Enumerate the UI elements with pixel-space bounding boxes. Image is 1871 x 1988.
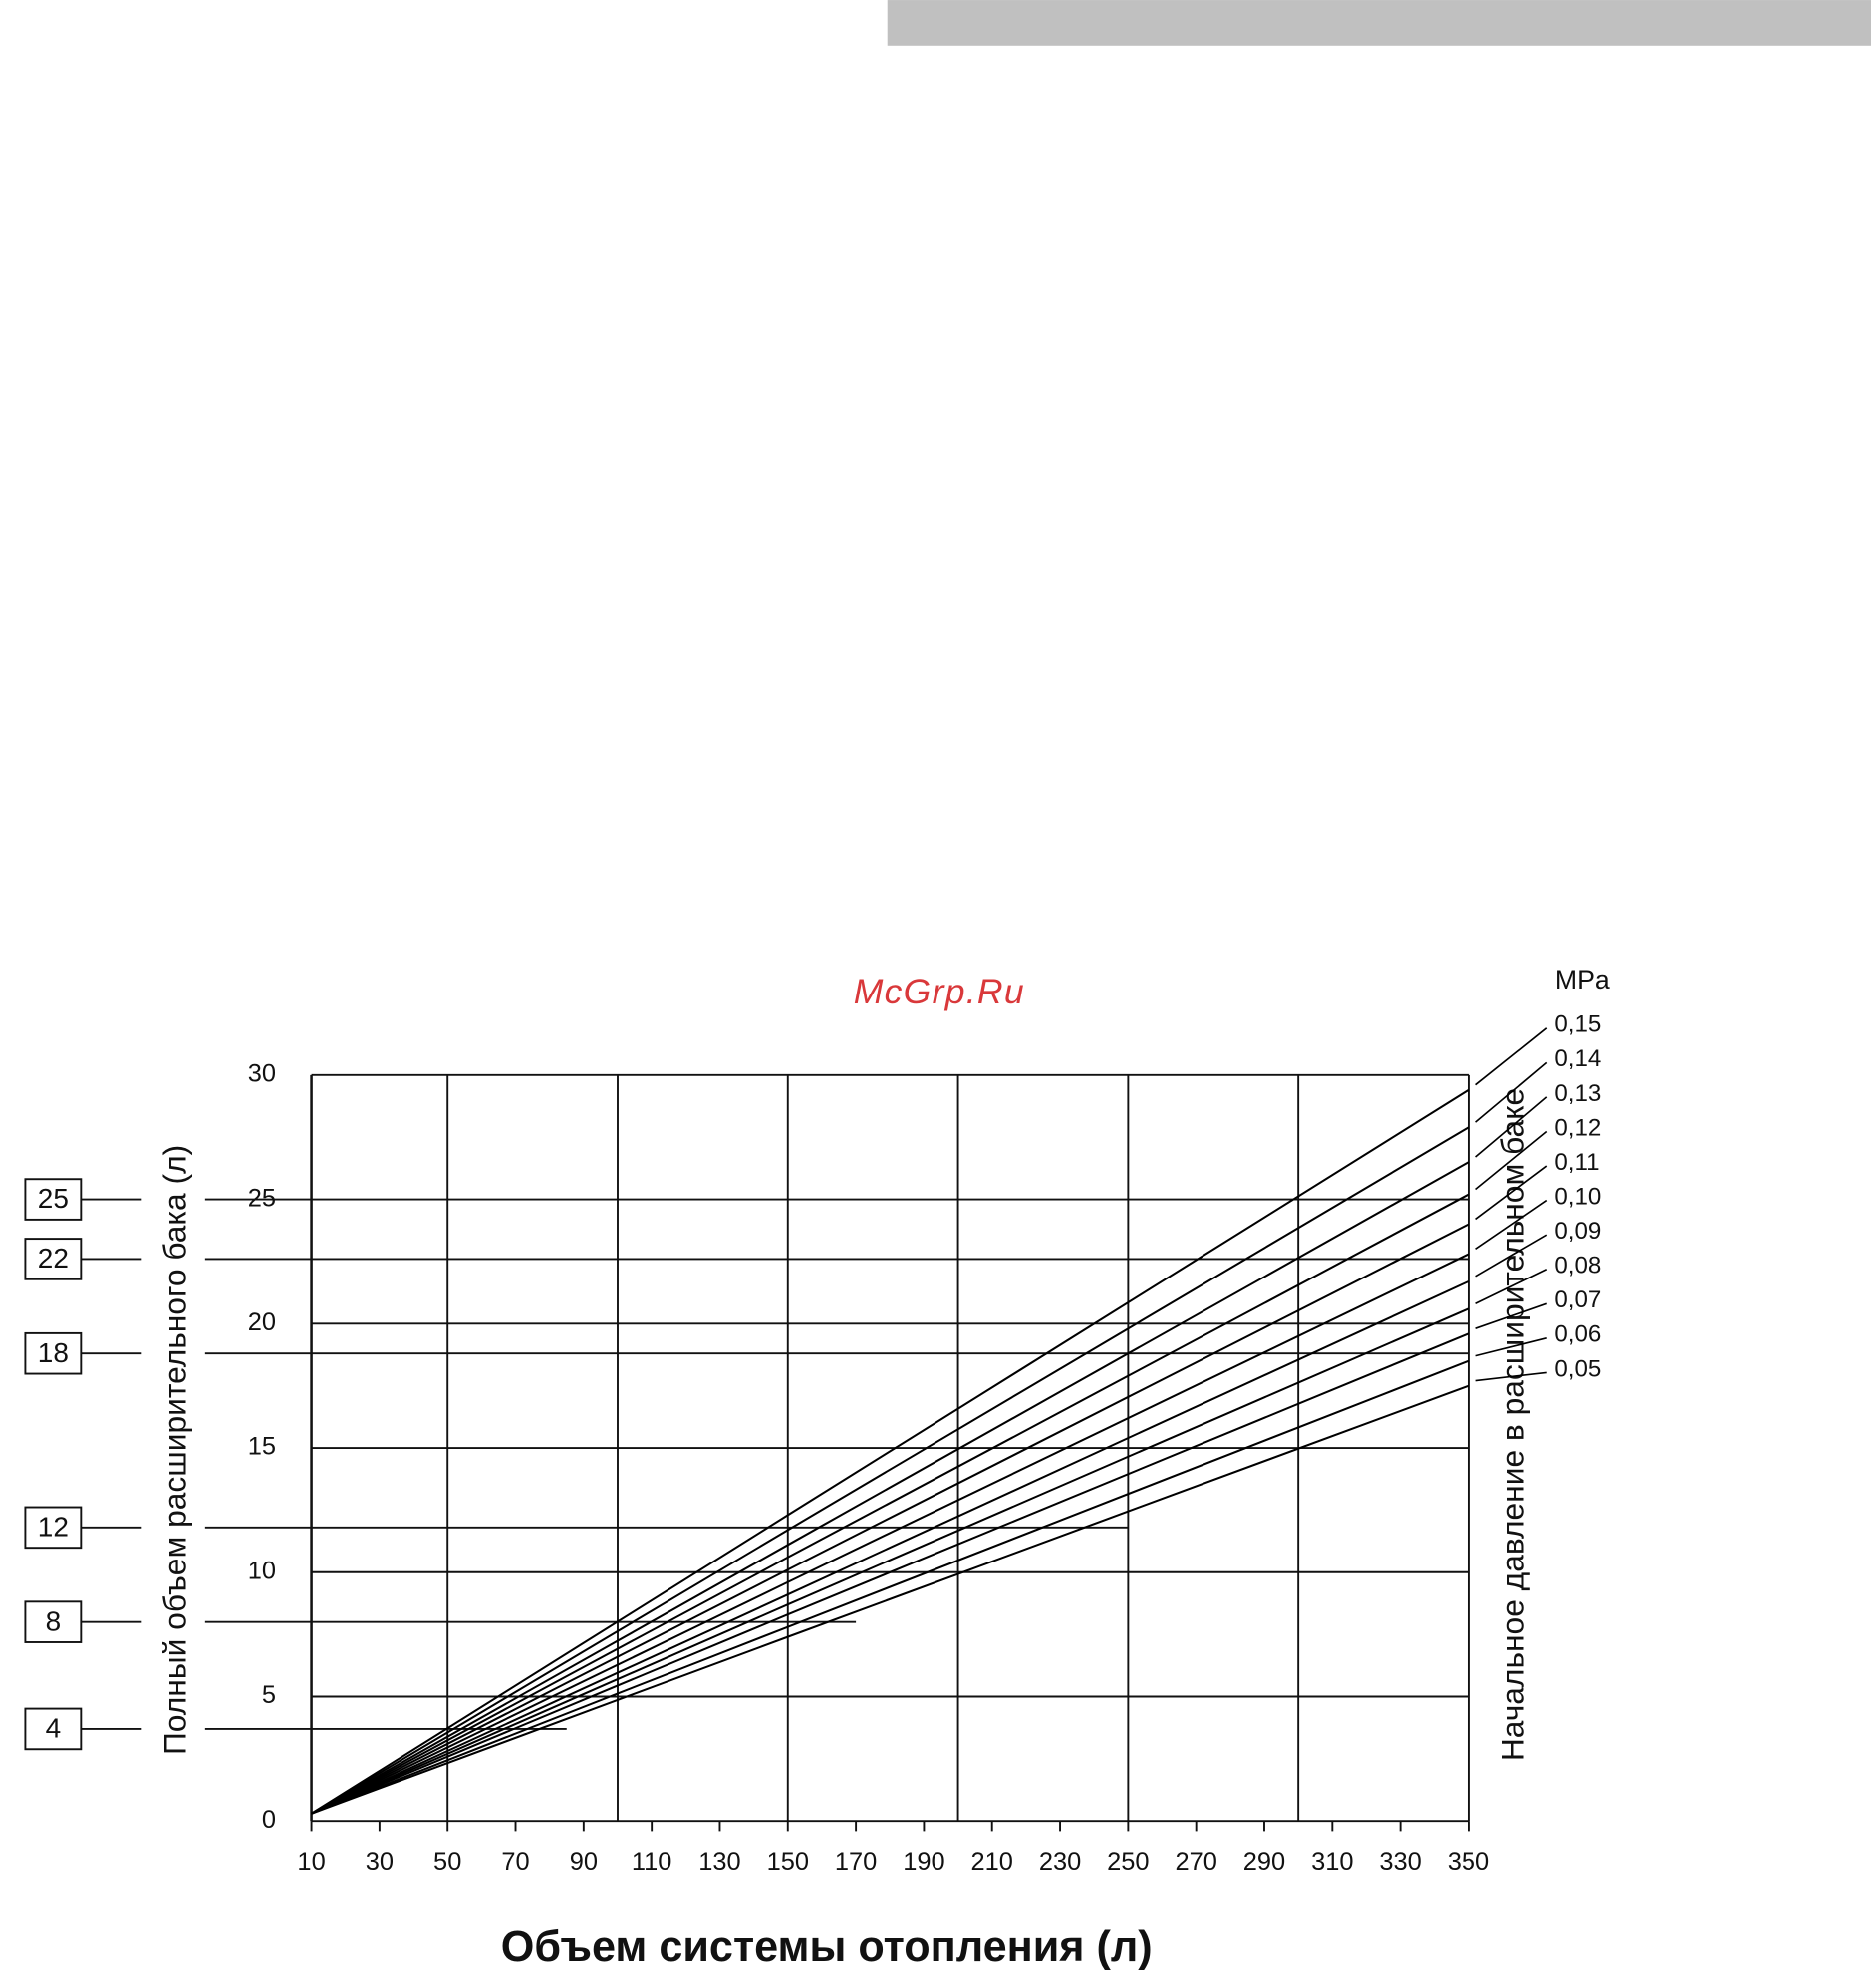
tank-label: 25 [38,1183,69,1214]
legend-label: 0,07 [1554,1286,1601,1313]
y-tick-label: 30 [248,1060,276,1088]
series-line [311,1279,1470,1815]
legend-leader [1475,1130,1548,1191]
y-tick-label: 15 [248,1433,276,1461]
y-tick-label: 25 [248,1184,276,1212]
tank-label: 12 [38,1512,69,1543]
series-line [311,1088,1470,1815]
x-tick-label: 170 [835,1848,877,1876]
legend-leader [1475,1337,1547,1357]
legend-label: 0,14 [1554,1045,1601,1072]
legend-leader [1475,1061,1548,1123]
series-line [311,1332,1470,1815]
y-tick-label: 10 [248,1557,276,1584]
legend-label: 0,08 [1554,1253,1601,1279]
x-tick-label: 210 [971,1848,1013,1876]
tank-label: 18 [38,1337,69,1368]
series-line [311,1384,1470,1815]
x-axis-title: Объем системы отопления (л) [501,1923,1153,1971]
series-line [311,1307,1470,1815]
legend-label: 0,11 [1554,1149,1599,1176]
x-tick-label: 250 [1107,1848,1149,1876]
x-tick-label: 350 [1448,1848,1489,1876]
header-bar [887,0,1871,46]
legend-leader [1475,1302,1547,1329]
legend-leader [1475,1027,1548,1086]
x-tick-label: 150 [767,1848,809,1876]
x-tick-label: 230 [1039,1848,1081,1876]
legend-leader [1475,1199,1548,1251]
x-tick-label: 50 [433,1848,461,1876]
legend-title: Начальное давление в расширительном баке [1494,1088,1530,1761]
tank-label: 22 [38,1243,69,1274]
series-line [311,1126,1470,1815]
tank-label: 4 [46,1713,62,1744]
x-tick-label: 10 [297,1848,325,1876]
legend-label: 0,05 [1554,1355,1601,1382]
series-line [311,1359,1470,1815]
x-tick-label: 290 [1243,1848,1285,1876]
series-line [311,1193,1470,1815]
y-tick-label: 0 [262,1806,276,1834]
legend-leader [1475,1234,1548,1278]
x-tick-label: 330 [1379,1848,1421,1876]
legend-unit: MPa [1555,965,1610,994]
x-tick-label: 70 [501,1848,529,1876]
legend-label: 0,06 [1554,1321,1601,1348]
legend-label: 0,12 [1554,1114,1601,1141]
legend-label: 0,13 [1554,1080,1601,1107]
x-tick-label: 310 [1311,1848,1353,1876]
x-tick-label: 190 [903,1848,944,1876]
series-line [311,1161,1470,1815]
legend-leader [1475,1165,1548,1221]
x-tick-label: 30 [366,1848,394,1876]
legend-leader [1475,1371,1547,1382]
series-line [311,1223,1470,1815]
legend-label: 0,09 [1554,1218,1601,1245]
y-tick-label: 5 [262,1681,276,1709]
x-tick-label: 270 [1175,1848,1216,1876]
legend-leader [1475,1268,1548,1304]
legend-leader [1475,1096,1548,1158]
legend-label: 0,10 [1554,1183,1601,1210]
x-tick-label: 110 [632,1848,672,1876]
x-tick-label: 130 [698,1848,740,1876]
tank-label: 8 [46,1605,62,1636]
y-axis-title: Полный объем расширительного бака (л) [156,1145,192,1755]
y-tick-label: 20 [248,1308,276,1336]
watermark: McGrp.Ru [854,972,1025,1011]
x-tick-label: 90 [570,1848,598,1876]
legend-label: 0,15 [1554,1011,1601,1038]
series-line [311,1253,1470,1815]
